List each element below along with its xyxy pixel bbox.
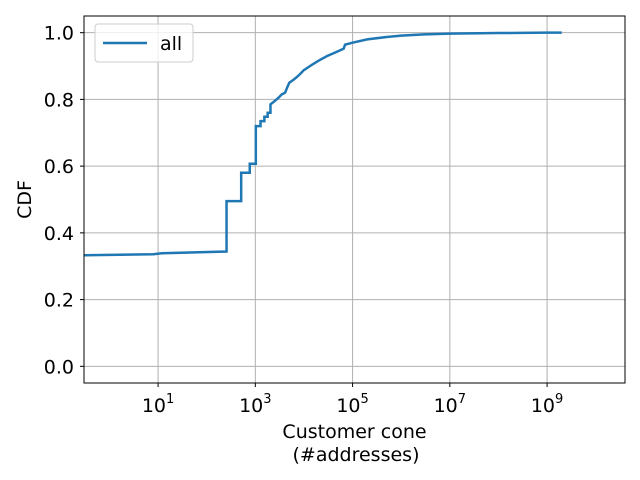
x-axis-label: Customer cone (#addresses) bbox=[282, 421, 426, 466]
x-tick-label-exponent: 5 bbox=[361, 392, 369, 407]
x-axis-label-line-1: Customer cone bbox=[282, 421, 426, 443]
x-tick-label: 103 bbox=[239, 392, 271, 417]
x-tick-label-base: 10 bbox=[142, 395, 166, 417]
y-tick-label: 0.4 bbox=[44, 223, 74, 245]
x-tick-label-exponent: 1 bbox=[166, 392, 174, 407]
y-tick-label: 0.6 bbox=[44, 156, 74, 178]
y-tick-label: 0.0 bbox=[44, 356, 74, 378]
grid bbox=[84, 16, 625, 383]
x-tick-label: 105 bbox=[336, 392, 368, 417]
x-tick-label-base: 10 bbox=[434, 395, 458, 417]
x-tick-label: 101 bbox=[142, 392, 174, 417]
y-axis: 0.0 0.2 0.4 0.6 0.8 1.0 bbox=[44, 23, 84, 378]
x-tick-label-base: 10 bbox=[531, 395, 555, 417]
x-tick-label-exponent: 9 bbox=[555, 392, 563, 407]
series-line-all bbox=[83, 31, 562, 257]
x-axis: 101 103 105 107 109 bbox=[142, 383, 563, 417]
x-tick-label-exponent: 3 bbox=[263, 392, 271, 407]
x-tick-label-base: 10 bbox=[239, 395, 263, 417]
legend-label-all: all bbox=[160, 33, 182, 55]
plot-frame bbox=[83, 15, 626, 384]
x-tick-label-exponent: 7 bbox=[458, 392, 466, 407]
x-axis-label-line-2: (#addresses) bbox=[293, 444, 420, 466]
y-tick-label: 0.2 bbox=[44, 290, 74, 312]
y-tick-label: 0.8 bbox=[44, 89, 74, 111]
y-axis-label: CDF bbox=[14, 180, 36, 219]
y-tick-label: 1.0 bbox=[44, 23, 74, 45]
x-tick-label: 107 bbox=[434, 392, 466, 417]
x-tick-label-base: 10 bbox=[336, 395, 360, 417]
x-tick-label: 109 bbox=[531, 392, 563, 417]
legend: all bbox=[94, 23, 194, 63]
series-layer bbox=[83, 31, 562, 257]
